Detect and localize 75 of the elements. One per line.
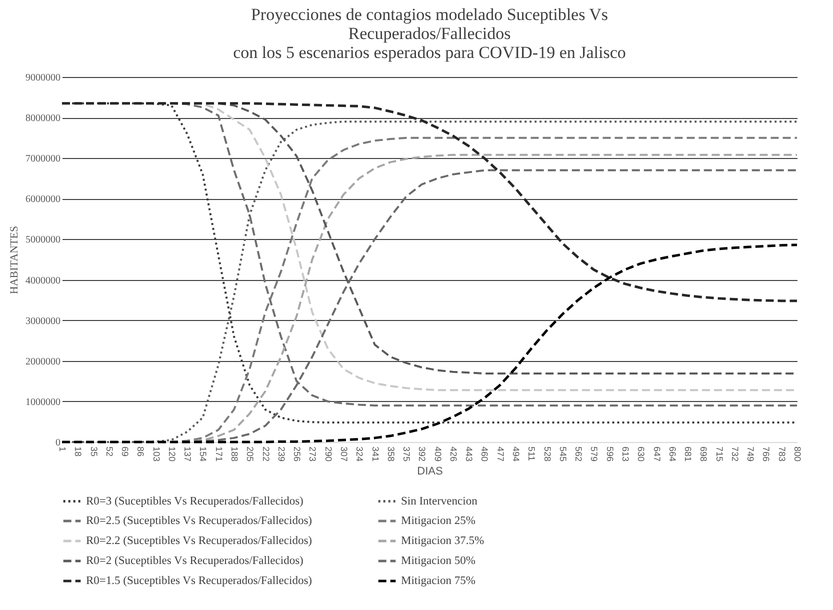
y-tick-label: 0 [56,438,60,448]
x-tick-label: 460 [480,446,490,462]
x-tick-label: 715 [714,446,724,462]
x-tick-label: 273 [308,446,318,462]
x-tick-label: 409 [432,446,443,462]
x-tick-label: 18 [73,446,84,457]
x-tick-label: 698 [698,446,709,462]
x-tick-label: 154 [198,446,208,462]
y-tick-label: 5000000 [26,234,60,246]
x-tick-label: 477 [495,446,506,462]
x-tick-label: 630 [636,446,646,462]
x-tick-label: 375 [402,446,412,462]
x-tick-label: 324 [354,446,365,462]
x-tick-label: 426 [448,446,458,462]
x-tick-label: 664 [667,446,678,462]
x-tick-label: 732 [730,446,740,462]
x-tick-label: 596 [604,446,615,462]
line-series [60,102,798,302]
x-tick-label: 1 [58,446,68,452]
legend-label: Mitigacion 50% [401,555,476,567]
legend-label: Mitigacion 37.5% [401,535,484,547]
line-series [60,244,798,444]
x-tick-label: 290 [323,446,334,462]
y-tick-label: 8000000 [26,113,60,124]
y-tick-label: 9000000 [26,72,60,84]
legend-label: Sin Intervencion [401,495,478,508]
x-tick-label: 188 [230,446,240,462]
x-tick-label: 222 [260,446,271,462]
legend-label: R0=3 (Suceptibles Vs Recuperados/Fallecidos) [86,495,304,508]
y-tick-label: 1000000 [26,396,60,408]
y-tick-label: 6000000 [26,194,60,206]
x-tick-label: 749 [746,446,756,462]
x-tick-label: 511 [526,446,537,461]
x-tick-label: 392 [417,446,428,462]
x-tick-label: 358 [386,446,396,462]
x-tick-label: 120 [166,446,177,462]
legend-label: R0=2 (Suceptibles Vs Recuperados/Fallecidos) [86,555,304,567]
x-tick-label: 766 [761,446,772,462]
x-tick-label: 681 [683,446,694,462]
x-tick-label: 171 [214,446,224,462]
text: Recuperados/Fallecidos [348,24,511,43]
text: con los 5 escenarios esperados para COVID-19 en Jalisco [233,43,626,62]
x-tick-label: 783 [776,446,787,462]
x-tick-label: 613 [620,446,630,462]
x-tick-label: 494 [511,446,522,462]
x-axis-title: DIAS [417,466,443,478]
x-tick-label: 35 [88,446,99,457]
x-tick-label: 443 [464,446,474,462]
x-tick-label: 205 [245,446,256,462]
legend-label: R0=2.5 (Suceptibles Vs Recuperados/Fallecidos) [86,515,312,527]
x-tick-label: 52 [104,446,114,457]
x-tick-label: 256 [292,446,302,462]
x-tick-label: 341 [370,446,380,462]
legend-label: R0=2.2 (Suceptibles Vs Recuperados/Fallecidos) [86,535,312,547]
text: Proyecciones de contagios modelado Suceptibles Vs [250,5,608,24]
y-tick-label: 7000000 [26,154,60,165]
x-tick-label: 307 [338,446,349,462]
x-tick-label: 137 [182,446,193,462]
legend-label: R0=1.5 (Suceptibles Vs Recuperados/Fallecidos) [86,575,312,587]
x-tick-label: 545 [558,446,568,462]
y-tick-label: 2000000 [26,356,60,368]
x-tick-label: 86 [136,446,146,457]
y-tick-label: 3000000 [26,316,60,327]
x-tick-label: 562 [574,446,584,462]
x-tick-label: 103 [151,446,162,462]
x-tick-label: 579 [589,446,600,462]
x-tick-label: 69 [120,446,130,457]
x-tick-label: 528 [542,446,552,462]
x-tick-label: 239 [276,446,286,462]
legend-label: Mitigacion 25% [401,515,476,527]
legend-label: Mitigacion 75% [401,575,476,587]
x-tick-label: 800 [792,446,802,462]
y-tick-label: 4000000 [26,275,60,286]
y-axis-title: HABITANTES [8,226,20,294]
x-tick-label: 647 [652,446,662,462]
